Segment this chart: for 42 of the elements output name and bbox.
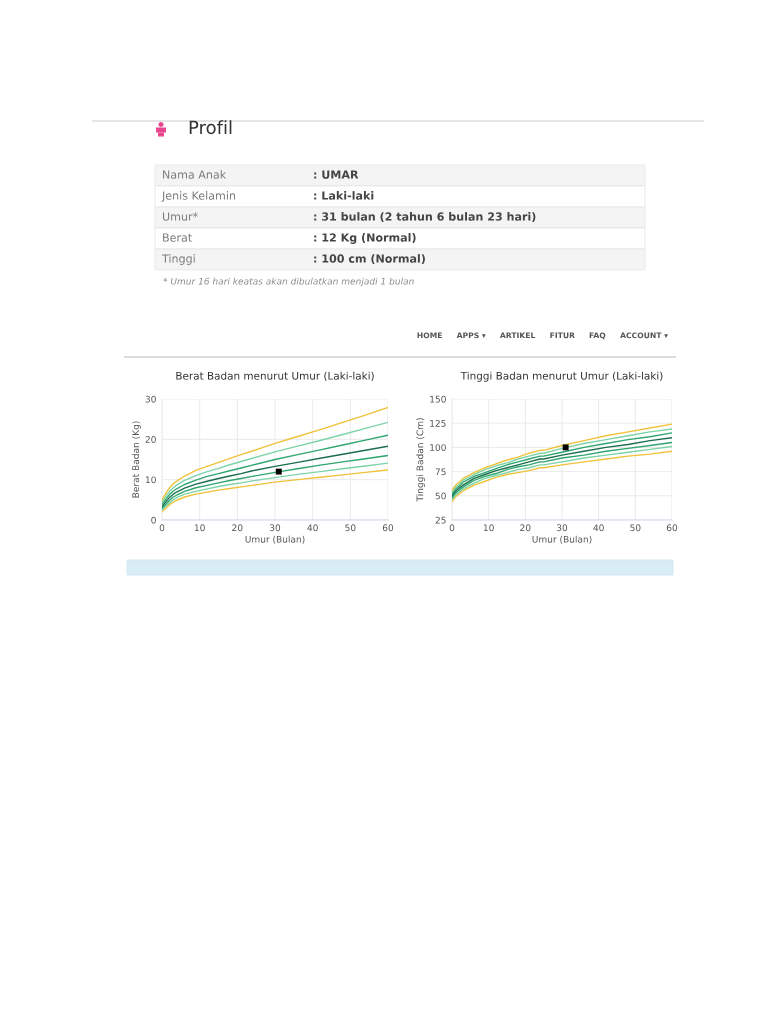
y-tick-label: 150 [430,395,446,403]
y-tick-label: 0 [151,516,156,524]
x-tick-label: 50 [630,524,641,532]
text: Profil [189,120,232,135]
y-axis-title: Tinggi Badan (Cm) [416,418,426,502]
x-tick-label: 50 [345,524,356,532]
x-tick-label: 10 [194,524,205,532]
x-tick-label: 60 [382,524,394,532]
chart-title: Berat Badan menurut Umur (Laki-laki) [176,371,374,381]
x-tick-label: 0 [449,524,455,532]
text: : 100 cm (Normal) [314,254,425,265]
text: * Umur 16 hari keatas akan dibulatkan menjadi 1 bulan [163,277,414,287]
x-tick-label: 40 [307,524,318,532]
y-tick-label: 20 [145,436,156,443]
y-tick-label: 75 [435,468,446,476]
x-tick-label: 40 [593,524,604,532]
y-tick-label: 30 [145,395,156,403]
y-tick-label: 125 [430,419,446,427]
text: : Laki-laki [314,191,374,200]
category-label: Tinggi [161,254,195,265]
y-tick-label: 25 [435,516,446,524]
text: : 31 bulan (2 tahun 6 bulan 23 hari) [314,212,536,223]
category-label: Umur* [162,212,198,221]
x-tick-label: 60 [666,524,678,532]
x-tick-label: 30 [556,524,568,532]
y-tick-label: 50 [435,492,446,500]
x-tick-label: 20 [520,524,531,532]
x-axis-title: Umur (Bulan) [532,535,592,544]
category-label: Jenis Kelamin [161,191,236,202]
category-label: Berat [163,233,192,242]
x-tick-label: 0 [159,524,165,532]
x-tick-label: 30 [269,524,281,532]
y-axis-title: Berat Badan (Kg) [132,421,141,498]
y-tick-label: 100 [430,444,446,451]
category-label: Nama Anak [163,170,227,179]
text: : UMAR [314,170,359,179]
text: : 12 Kg (Normal) [314,233,416,244]
x-axis-title: Umur (Bulan) [245,535,305,544]
x-tick-label: 20 [232,524,243,532]
x-tick-label: 10 [483,524,494,532]
chart-title: Tinggi Badan menurut Umur (Laki-laki) [460,371,663,382]
y-tick-label: 10 [145,476,156,484]
